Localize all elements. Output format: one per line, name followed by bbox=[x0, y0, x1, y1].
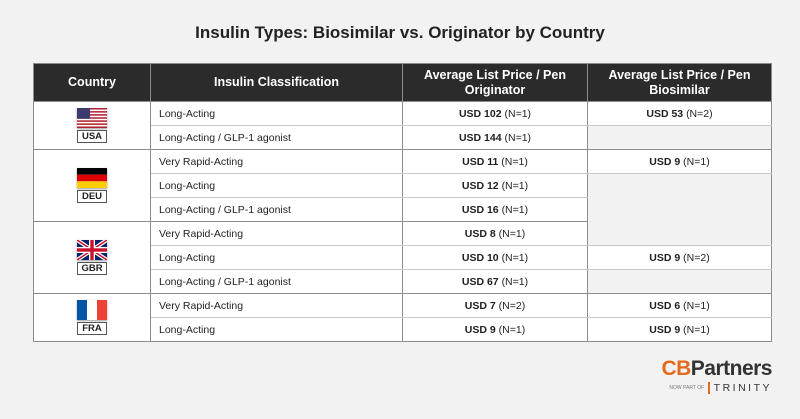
classification-header: Insulin Classification bbox=[150, 63, 403, 102]
classification-cell: Long-Acting bbox=[150, 101, 403, 126]
usa-flag-icon bbox=[77, 108, 107, 128]
biosimilar-empty-cell bbox=[587, 269, 772, 294]
france-flag-icon bbox=[77, 300, 107, 320]
cb-partners-logo: CBPartners NOW PART OF TRINITY bbox=[661, 358, 773, 394]
logo-partners: Partners bbox=[690, 357, 773, 380]
price-value: USD 11 bbox=[462, 155, 499, 168]
sample-count: (N=2) bbox=[686, 107, 713, 120]
sample-count: (N=1) bbox=[501, 179, 529, 192]
originator-price-cell: USD 7 (N=2) bbox=[402, 293, 588, 318]
classification-cell: Very Rapid-Acting bbox=[150, 149, 403, 174]
biosimilar-price-header: Average List Price / Pen Biosimilar bbox=[587, 63, 772, 102]
sample-count: (N=1) bbox=[683, 323, 710, 336]
logo-trinity: TRINITY bbox=[713, 382, 772, 394]
originator-price-cell: USD 16 (N=1) bbox=[402, 197, 588, 222]
price-value: USD 53 bbox=[646, 107, 684, 120]
country-code-fra: FRA bbox=[77, 322, 107, 335]
biosimilar-price-cell: USD 9 (N=2) bbox=[587, 245, 772, 270]
sample-count: (N=1) bbox=[498, 323, 526, 336]
country-code-gbr: GBR bbox=[77, 262, 107, 275]
classification-cell: Very Rapid-Acting bbox=[150, 221, 403, 246]
table-row: Long-Acting USD 9 (N=1) USD 9 (N=1) bbox=[34, 317, 772, 342]
logo-subline: NOW PART OF TRINITY bbox=[661, 382, 772, 394]
classification-cell: Long-Acting bbox=[150, 317, 403, 342]
sample-count: (N=1) bbox=[501, 251, 529, 264]
price-value: USD 12 bbox=[461, 179, 499, 192]
country-code-deu: DEU bbox=[77, 190, 107, 203]
sample-count: (N=2) bbox=[498, 299, 526, 312]
table-row: Long-Acting USD 10 (N=1) USD 9 (N=2) bbox=[34, 245, 772, 270]
price-table: Country Insulin Classification Average L… bbox=[33, 63, 772, 342]
biosimilar-price-cell: USD 53 (N=2) bbox=[587, 101, 772, 126]
price-value: USD 8 bbox=[464, 227, 496, 240]
table-row: USA Long-Acting USD 102 (N=1) USD 53 (N=… bbox=[33, 101, 772, 150]
table-row: Long-Acting USD 12 (N=1) bbox=[34, 173, 772, 246]
sample-count: (N=1) bbox=[683, 155, 710, 168]
price-value: USD 9 bbox=[649, 251, 681, 264]
originator-price-cell: USD 8 (N=1) bbox=[402, 221, 588, 246]
classification-cell: Long-Acting bbox=[150, 245, 403, 270]
originator-price-cell: USD 102 (N=1) bbox=[402, 101, 588, 126]
classification-cell: Long-Acting bbox=[150, 173, 403, 198]
originator-price-cell: USD 10 (N=1) bbox=[402, 245, 588, 270]
classification-cell: Long-Acting / GLP-1 agonist bbox=[150, 269, 403, 294]
country-cell-fra: FRA bbox=[33, 293, 151, 342]
country-code-usa: USA bbox=[77, 130, 107, 143]
sample-count: (N=1) bbox=[498, 227, 526, 240]
logo-tagline: NOW PART OF bbox=[669, 385, 705, 391]
price-value: USD 7 bbox=[464, 299, 496, 312]
sample-count: (N=1) bbox=[504, 107, 532, 120]
classification-cell: Long-Acting / GLP-1 agonist bbox=[150, 125, 403, 150]
table-row: Long-Acting / GLP-1 agonist USD 67 (N=1) bbox=[34, 269, 772, 294]
originator-price-cell: USD 11 (N=1) bbox=[402, 149, 588, 174]
originator-price-header: Average List Price / Pen Originator bbox=[402, 63, 588, 102]
originator-price-cell: USD 67 (N=1) bbox=[402, 269, 588, 294]
table-row: FRA Very Rapid-Acting USD 7 (N=2) USD 6 … bbox=[33, 293, 772, 342]
price-value: USD 102 bbox=[458, 107, 502, 120]
classification-cell: Long-Acting / GLP-1 agonist bbox=[150, 197, 403, 222]
price-value: USD 16 bbox=[461, 203, 499, 216]
biosimilar-price-cell: USD 9 (N=1) bbox=[587, 149, 772, 174]
table-row: Long-Acting / GLP-1 agonist USD 16 (N=1) bbox=[34, 197, 772, 222]
table-row: DEU Very Rapid-Acting USD 11 (N=1) USD 9… bbox=[33, 149, 772, 222]
price-value: USD 10 bbox=[461, 251, 499, 264]
sample-count: (N=1) bbox=[501, 203, 529, 216]
sample-count: (N=1) bbox=[504, 131, 532, 144]
originator-price-cell: USD 144 (N=1) bbox=[402, 125, 588, 150]
uk-flag-icon bbox=[77, 240, 107, 260]
logo-cb: CB bbox=[661, 357, 691, 380]
price-value: USD 9 bbox=[464, 323, 496, 336]
sample-count: (N=2) bbox=[683, 251, 710, 264]
page-title: Insulin Types: Biosimilar vs. Originator… bbox=[195, 23, 605, 42]
originator-price-cell: USD 12 (N=1) bbox=[402, 173, 588, 198]
country-cell-usa: USA bbox=[33, 101, 151, 150]
table-row: Long-Acting / GLP-1 agonist USD 144 (N=1… bbox=[34, 125, 772, 150]
price-value: USD 9 bbox=[649, 155, 681, 168]
price-value: USD 144 bbox=[458, 131, 502, 144]
originator-price-cell: USD 9 (N=1) bbox=[402, 317, 588, 342]
classification-cell: Very Rapid-Acting bbox=[150, 293, 403, 318]
biosimilar-empty-cell bbox=[587, 125, 772, 150]
price-value: USD 6 bbox=[649, 299, 681, 312]
country-cell-gbr: GBR bbox=[33, 221, 151, 294]
header-row: Country Insulin Classification Average L… bbox=[33, 63, 772, 102]
country-header: Country bbox=[33, 63, 151, 102]
price-value: USD 67 bbox=[461, 275, 499, 288]
country-cell-deu: DEU bbox=[33, 149, 151, 222]
germany-flag-icon bbox=[77, 168, 107, 188]
table-row: GBR Very Rapid-Acting USD 8 (N=1) bbox=[33, 221, 772, 294]
biosimilar-price-cell: USD 6 (N=1) bbox=[587, 293, 772, 318]
biosimilar-empty-cell bbox=[587, 173, 772, 246]
logo-divider bbox=[708, 382, 710, 394]
sample-count: (N=1) bbox=[501, 275, 529, 288]
price-value: USD 9 bbox=[649, 323, 681, 336]
sample-count: (N=1) bbox=[683, 299, 710, 312]
sample-count: (N=1) bbox=[501, 155, 528, 168]
logo-wordmark: CBPartners bbox=[661, 358, 772, 380]
biosimilar-price-cell: USD 9 (N=1) bbox=[587, 317, 772, 342]
